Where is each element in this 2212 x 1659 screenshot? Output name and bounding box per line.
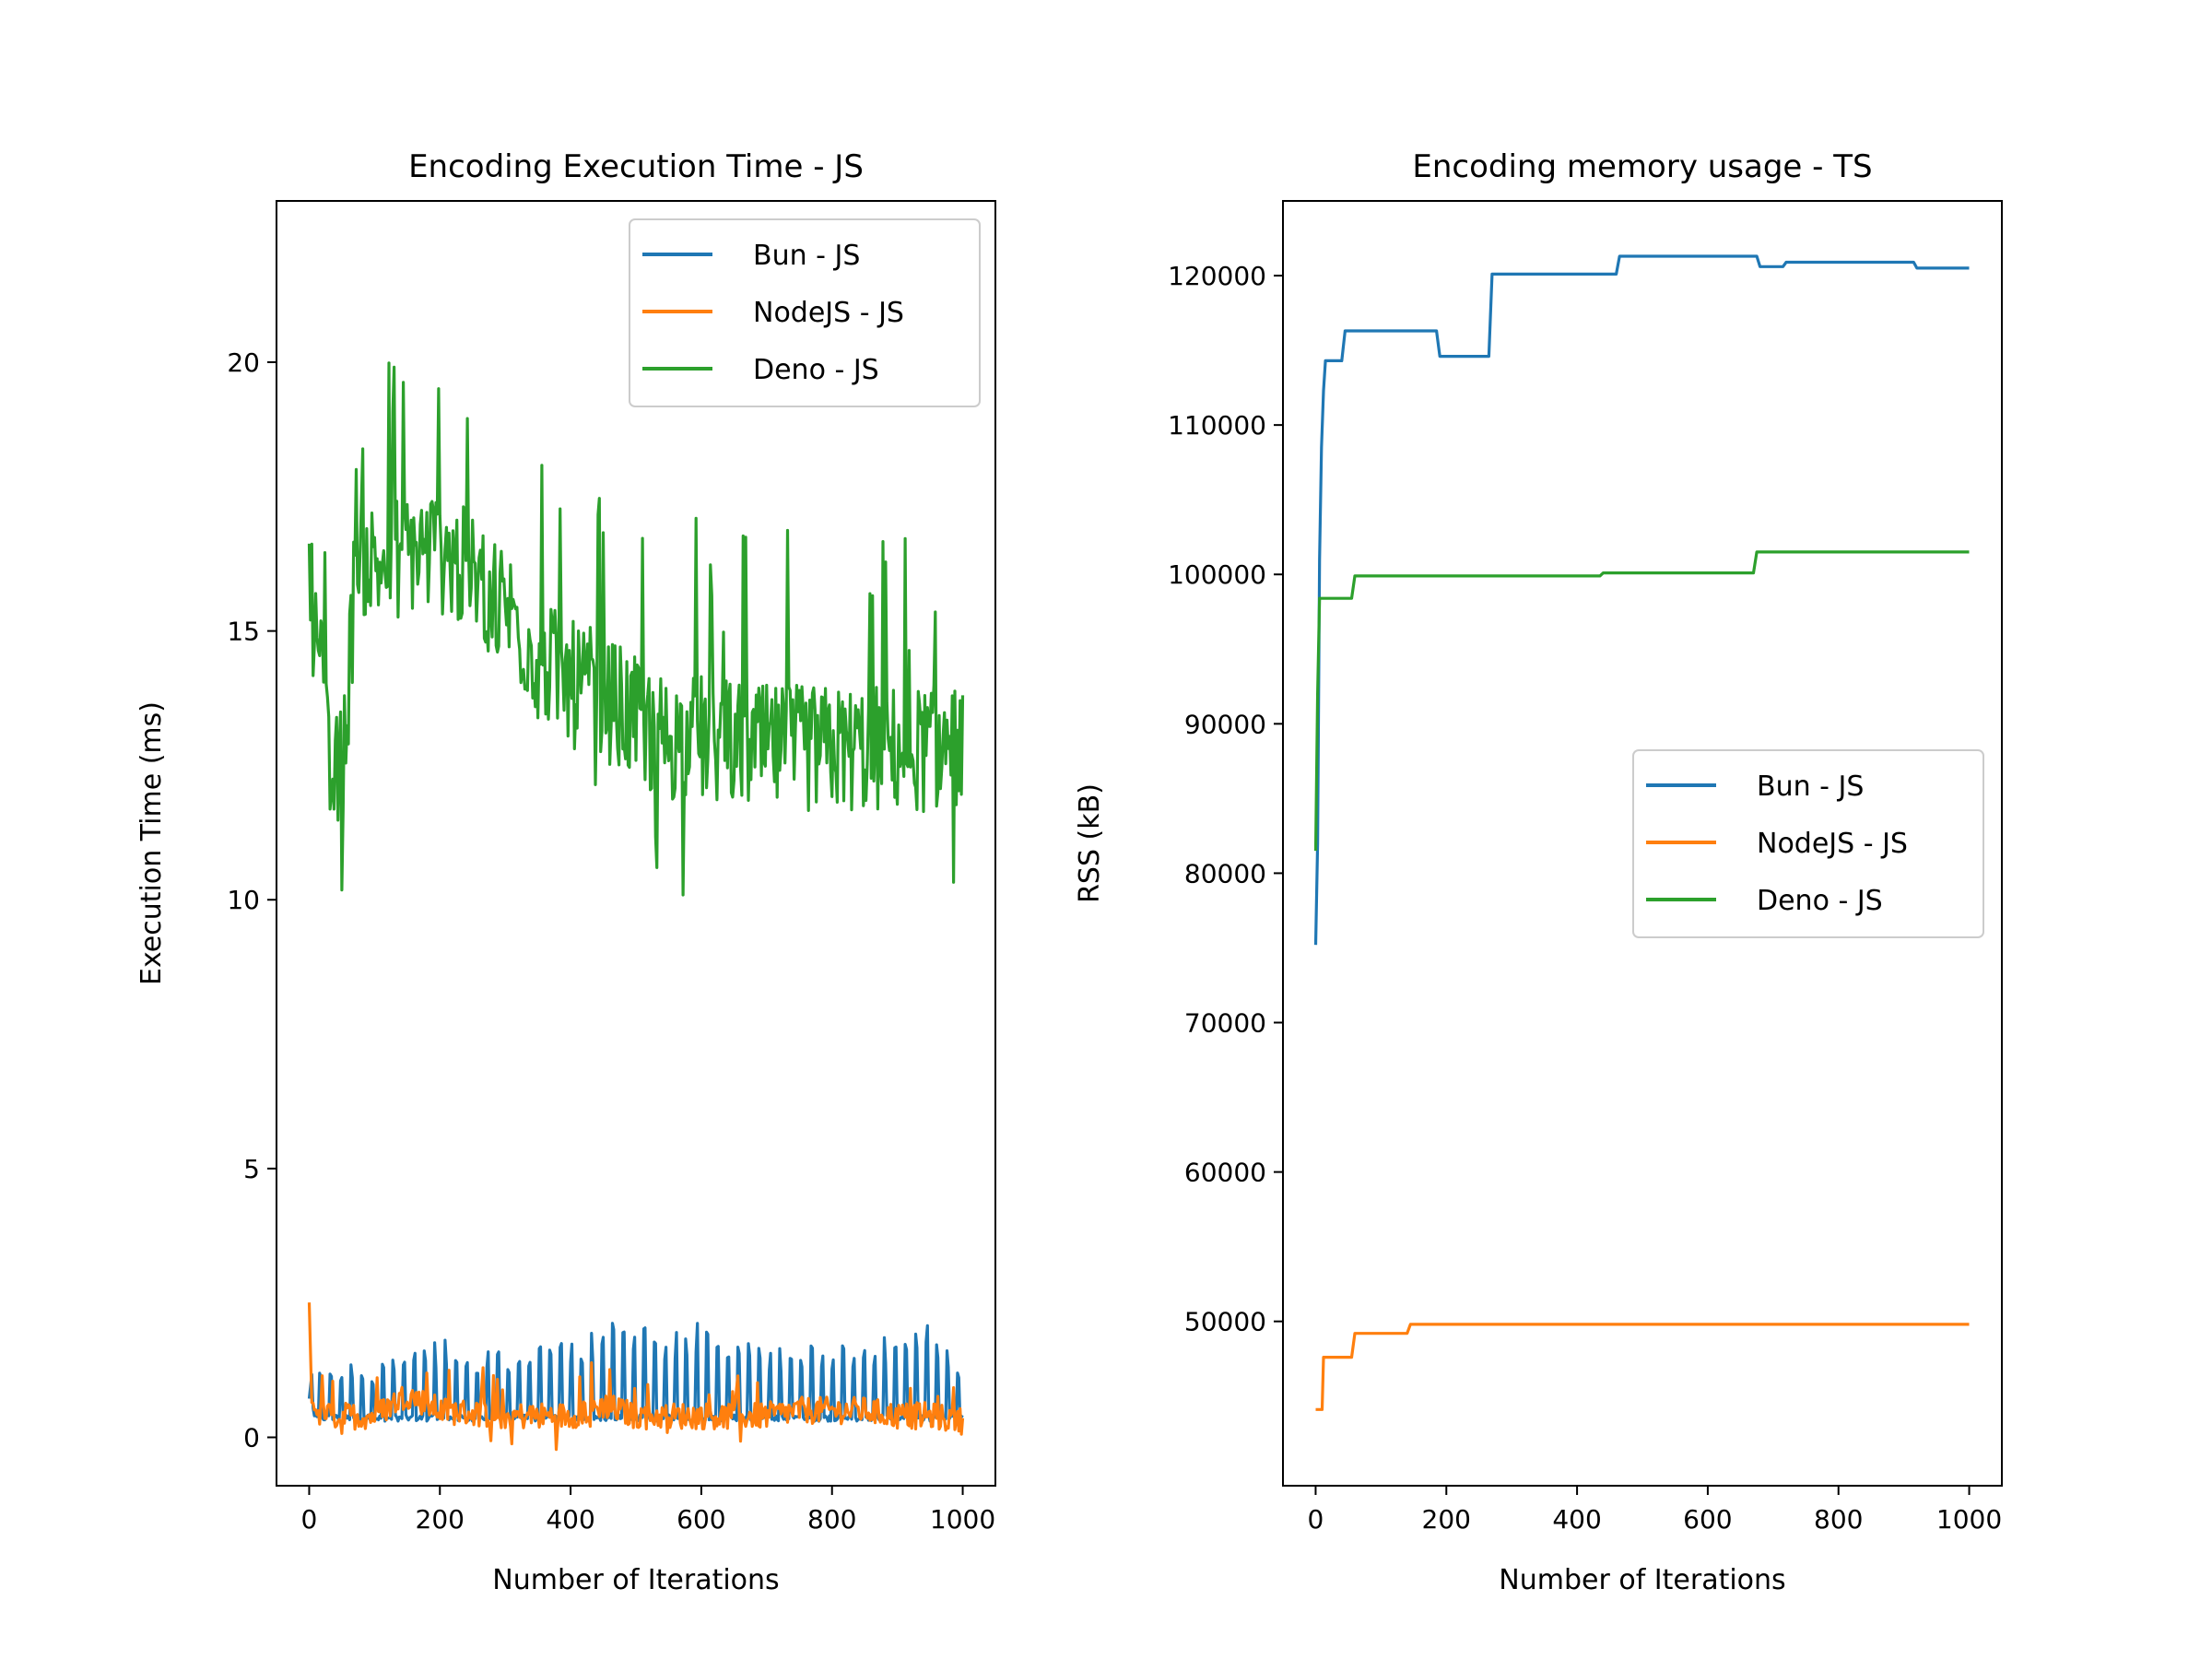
memory-usage-x-axis-label: Number of Iterations	[1499, 1564, 1785, 1596]
series-line	[1315, 1323, 1970, 1411]
series-line	[307, 361, 965, 897]
execution-time-y-axis-label: Execution Time (ms)	[135, 701, 168, 985]
y-tick-label: 100000	[1168, 559, 1266, 590]
legend-label: Bun - JS	[753, 240, 860, 272]
memory-usage-lines	[1313, 254, 1970, 1411]
memory-usage-frame	[1282, 200, 2003, 1487]
execution-time-lines	[307, 361, 965, 1452]
y-tick-label: 15	[227, 617, 260, 647]
legend-box	[1632, 749, 1984, 938]
y-tick-label: 50000	[1184, 1307, 1266, 1337]
x-tick-label: 0	[301, 1504, 318, 1535]
series-line	[307, 1302, 965, 1452]
execution-time-ticks: 0 200 400 600 800 1000 0 5 10 15 20	[227, 347, 995, 1535]
legend-box	[629, 218, 981, 407]
memory-usage-y-axis-label: RSS (kB)	[1074, 783, 1106, 903]
x-tick-label: 200	[1422, 1504, 1471, 1535]
y-tick-label: 110000	[1168, 410, 1266, 441]
x-tick-label: 600	[1683, 1504, 1732, 1535]
execution-time-frame	[276, 200, 996, 1487]
x-tick-label: 600	[677, 1504, 725, 1535]
legend-label: Bun - JS	[1757, 771, 1864, 803]
y-tick-label: 20	[227, 347, 260, 378]
x-tick-label: 1000	[1936, 1504, 2002, 1535]
legend-label: Deno - JS	[1757, 885, 1883, 917]
y-tick-label: 0	[243, 1423, 260, 1453]
y-tick-label: 60000	[1184, 1158, 1266, 1188]
execution-time-legend: Bun - JS NodeJS - JS Deno - JS	[629, 218, 981, 407]
x-tick-label: 0	[1308, 1504, 1324, 1535]
y-tick-label: 5	[243, 1154, 260, 1184]
y-tick-label: 10	[227, 885, 260, 915]
x-tick-label: 400	[546, 1504, 594, 1535]
y-tick-label: 90000	[1184, 709, 1266, 739]
x-tick-label: 800	[1814, 1504, 1863, 1535]
memory-usage-title: Encoding memory usage - TS	[1412, 148, 1872, 185]
memory-usage-chart: 0 200 400 600 800 1000 50000 60000 70000 80000 900…	[1074, 148, 2003, 1596]
x-tick-label: 1000	[930, 1504, 995, 1535]
x-tick-label: 200	[416, 1504, 465, 1535]
memory-usage-ticks: 0 200 400 600 800 1000 50000 60000 70000 80000 900…	[1168, 261, 2002, 1535]
x-tick-label: 800	[807, 1504, 856, 1535]
y-tick-label: 70000	[1184, 1008, 1266, 1039]
series-line	[1313, 254, 1970, 946]
legend-label: Deno - JS	[753, 354, 879, 386]
memory-usage-legend: Bun - JS NodeJS - JS Deno - JS	[1632, 749, 1984, 938]
y-tick-label: 80000	[1184, 858, 1266, 888]
execution-time-x-axis-label: Number of Iterations	[492, 1564, 779, 1596]
x-tick-label: 400	[1552, 1504, 1601, 1535]
legend-label: NodeJS - JS	[1757, 828, 1908, 860]
execution-time-chart: 0 200 400 600 800 1000 0 5 10 15 20 Encoding Execu…	[135, 148, 996, 1596]
series-line	[1313, 550, 1970, 852]
execution-time-title: Encoding Execution Time - JS	[408, 148, 864, 185]
legend-label: NodeJS - JS	[753, 297, 904, 329]
y-tick-label: 120000	[1168, 261, 1266, 291]
